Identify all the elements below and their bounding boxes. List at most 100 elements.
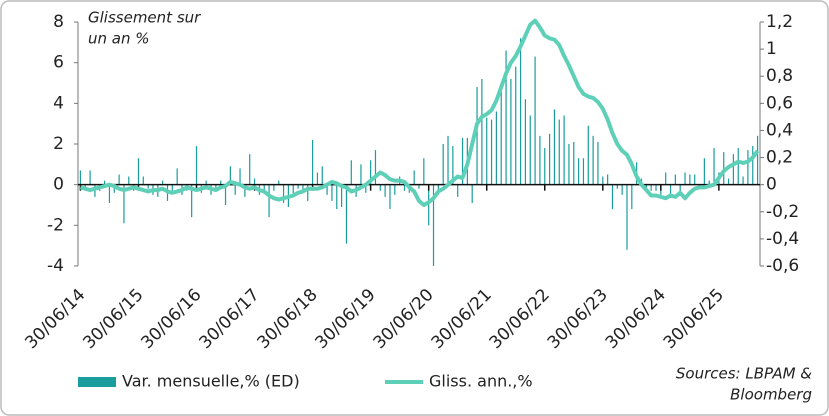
bar (505, 50, 507, 185)
bar (374, 150, 377, 185)
bar (655, 184, 657, 191)
legend-label: Var. mensuelle,% (ED) (122, 372, 300, 391)
bar (669, 184, 672, 197)
bar (311, 139, 314, 185)
bar (500, 87, 502, 185)
bar (350, 160, 352, 185)
bar (128, 176, 130, 185)
annotation: Glissement sur (88, 9, 201, 27)
bar (191, 184, 193, 218)
bar (558, 119, 560, 185)
bar (737, 148, 739, 185)
bar (752, 146, 754, 185)
bar (471, 184, 473, 203)
bar (607, 174, 609, 185)
bar (142, 176, 144, 185)
bar (316, 172, 319, 185)
bar (244, 184, 246, 197)
bar (582, 158, 585, 185)
bar (171, 184, 173, 191)
bar (679, 184, 681, 193)
bar (597, 141, 599, 185)
bar (490, 119, 493, 185)
bar (394, 184, 396, 195)
bar (611, 184, 614, 210)
bar (519, 38, 522, 185)
y-tick-label: 6 (53, 53, 64, 73)
bar (384, 184, 386, 197)
y2-tick-label: 0,4 (766, 120, 793, 140)
bar (326, 184, 328, 195)
bar (278, 180, 280, 185)
bar (331, 184, 333, 201)
y2-tick-label: 0,6 (766, 93, 793, 113)
bar (461, 137, 464, 185)
bar (689, 174, 691, 185)
bar (89, 170, 91, 185)
y2-tick-label: 0,2 (766, 148, 793, 168)
bar (553, 109, 556, 185)
bar (321, 166, 323, 185)
bar (515, 66, 517, 185)
bar (104, 180, 106, 185)
bar (578, 158, 580, 185)
bar (650, 184, 652, 191)
y2-tick-label: -0,2 (766, 202, 799, 222)
bar (432, 184, 435, 266)
bar (123, 184, 125, 224)
y2-tick-label: 0,8 (766, 66, 793, 86)
y2-tick-label: 0 (766, 175, 777, 195)
bar (205, 180, 207, 185)
bar (307, 184, 309, 201)
bar (118, 174, 120, 185)
bar (548, 133, 551, 185)
bar (684, 172, 686, 185)
annotation: un an % (88, 30, 150, 48)
bar (341, 184, 343, 208)
bar (568, 144, 570, 185)
bar (544, 148, 546, 185)
bar (592, 135, 594, 185)
bar (645, 184, 647, 189)
bar (616, 184, 618, 189)
bar (79, 170, 82, 185)
line (79, 18, 760, 207)
bar (215, 184, 217, 191)
bar (534, 56, 536, 185)
bar (292, 184, 294, 195)
bar (587, 125, 589, 185)
y2-tick-label: -0,6 (766, 256, 799, 276)
bar (708, 180, 710, 185)
y-tick-label: -2 (47, 215, 64, 235)
bar (563, 115, 565, 185)
source: Sources: LBPAM & (676, 365, 812, 383)
bar (428, 184, 430, 226)
bar (370, 160, 372, 185)
bar (529, 115, 531, 185)
bar (727, 178, 730, 185)
bar (626, 184, 628, 250)
bar (573, 141, 575, 185)
y-tick-label: -4 (47, 256, 64, 276)
bar (113, 184, 115, 193)
bar (220, 180, 222, 185)
bar (234, 184, 236, 195)
bar (403, 184, 406, 191)
bar (539, 135, 541, 185)
y2-tick-label: 1 (766, 39, 777, 59)
bar (631, 184, 633, 210)
bar (253, 178, 256, 185)
bar (524, 99, 527, 185)
bar (263, 184, 265, 193)
bar (229, 166, 231, 185)
bar (756, 135, 759, 185)
y-tick-label: 2 (53, 134, 64, 154)
bar (147, 184, 149, 189)
bar (495, 111, 497, 185)
bar (442, 144, 444, 185)
bar (747, 150, 749, 185)
bar (249, 154, 251, 185)
legend-label: Gliss. ann.,% (429, 372, 533, 391)
